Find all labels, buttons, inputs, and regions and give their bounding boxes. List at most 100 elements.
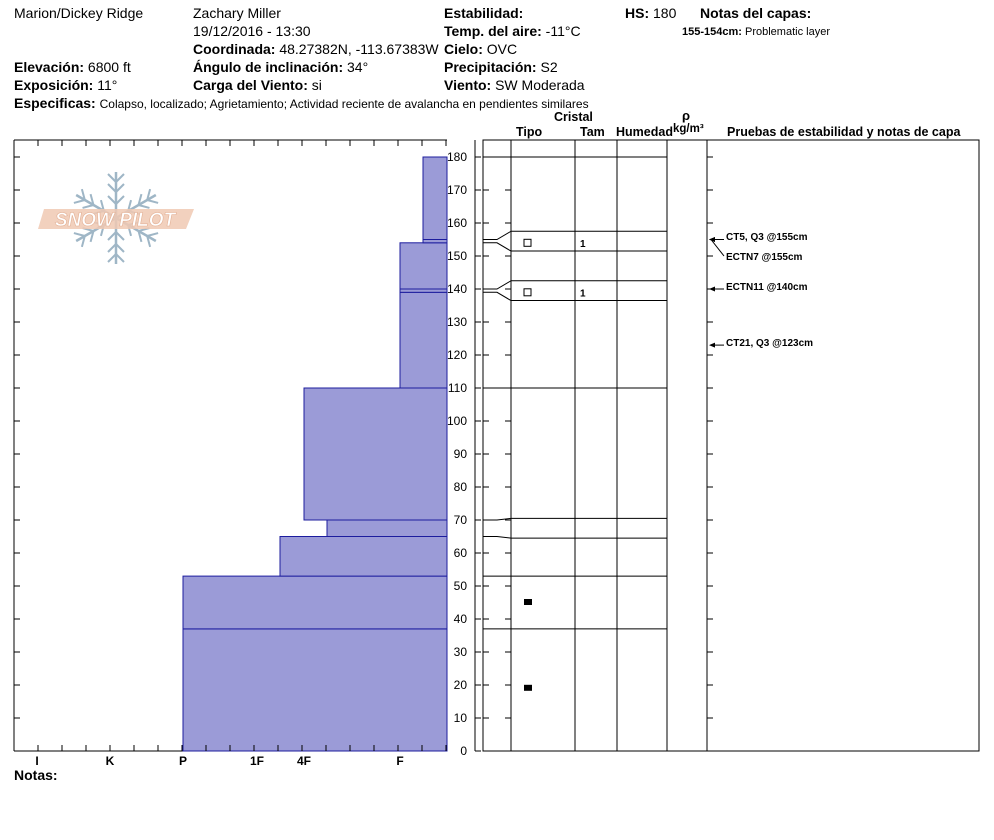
hardness-bar [303,387,448,521]
snowflake-branch [115,231,125,241]
coordinates-row: Coordinada: 48.27382N, -113.67383W [193,41,439,57]
depth-axis-label: 50 [454,579,468,593]
snowflake-branch [107,183,117,193]
wind-load-label: Carga del Viento: [193,77,308,93]
snowflake-branch [146,235,152,248]
snowflake-branch [146,188,152,201]
stability-test-label: CT5, Q3 @155cm [726,232,808,243]
hardness-bar [279,536,448,577]
precipitation-value: S2 [540,59,558,75]
hardness-scale-label: 4F [297,754,311,768]
hardness-scale-label: K [106,754,115,768]
wind-row: Viento: SW Moderada [444,77,585,93]
depth-axis-label: 130 [447,315,467,329]
wind-label: Viento: [444,77,492,93]
moisture-header: Humedad [616,125,673,139]
stability-test-label: ECTN7 @155cm [726,252,803,263]
grain-filled-square [524,684,532,691]
hardness-bar [326,519,448,537]
stability-test-label: CT21, Q3 @123cm [726,338,813,349]
sky-label: Cielo: [444,41,483,57]
grain-open-square [523,288,532,297]
snowflake-branch [89,230,95,243]
wind-load-value: si [311,77,322,93]
snowflake-branch [80,235,86,248]
depth-axis-label: 120 [447,348,467,362]
depth-axis-label: 180 [447,150,467,164]
snow-height-label: HS: [625,5,650,21]
hardness-bar [182,628,448,752]
snowflake-branch [80,188,86,201]
depth-axis-label: 70 [454,513,468,527]
snow-height-value: 180 [653,5,677,21]
density-symbol-header: ρ [682,108,691,123]
snowflake-branch [73,232,86,237]
grain-size-label: 1 [580,288,586,299]
grain-size-label: 1 [580,239,586,250]
snowflake-branch [138,204,150,209]
exposure-row: Exposición: 11° [14,77,117,93]
logo-banner [38,209,194,229]
depth-axis-label: 100 [447,414,467,428]
snowflake-branch [115,243,125,253]
snowflake-branch [115,195,125,205]
precipitation-row: Precipitación: S2 [444,59,558,75]
hardness-bar [399,291,448,389]
snowflake-branch [115,173,125,183]
precipitation-label: Precipitación: [444,59,537,75]
depth-axis-label: 20 [454,678,468,692]
layer-note-range: 155-154cm: [682,26,742,38]
test-arrow-line [710,239,725,257]
type-header: Tipo [516,125,543,139]
elevation-label: Elevación: [14,59,85,75]
elevation-value: 6800 ft [87,59,131,75]
layer-connector [483,517,512,521]
crystal-header: Cristal [554,110,593,124]
slope-angle-value: 34° [347,59,369,75]
snowflake-branch [107,231,117,241]
size-header: Tam [580,125,605,139]
snowflake-branch [107,243,117,253]
specifics-label: Especificas: [14,95,96,111]
air-temp-row: Temp. del aire: -11°C [444,23,581,39]
depth-axis-label: 0 [460,744,467,758]
logo-text: SNOW PILOT [55,210,177,231]
snowflake-branch [137,193,143,206]
notes-label: Notas: [14,767,58,783]
hardness-bar [182,575,448,630]
depth-axis-label: 30 [454,645,468,659]
hardness-scale-label: I [35,754,38,768]
layer-notes-label: Notas del capas: [700,5,812,21]
snowflake-branch [137,230,143,243]
stability-label: Estabilidad: [444,5,524,21]
slope-angle-row: Ángulo de inclinación: 34° [193,59,368,75]
snowflake-branch [89,193,95,206]
stability-test-label: ECTN11 @140cm [726,282,808,293]
depth-axis-label: 170 [447,183,467,197]
hardness-scale-label: F [396,754,403,768]
depth-axis-label: 10 [454,711,468,725]
test-arrow-head [709,342,715,348]
wind-load-row: Carga del Viento: si [193,77,322,93]
layer-connector [483,242,512,252]
hardness-bar [399,242,448,290]
observer-text: Zachary Miller [193,5,281,21]
depth-axis-label: 40 [454,612,468,626]
sky-row: Cielo: OVC [444,41,518,57]
location-text: Marion/Dickey Ridge [14,5,144,21]
depth-axis-label: 110 [448,381,467,395]
density-unit-header: kg/m³ [673,123,704,135]
layer-connector [483,536,512,539]
tests-header: Pruebas de estabilidad y notas de capa [727,125,961,139]
snowflake-branch [115,253,125,263]
hardness-scale-label: P [179,754,187,768]
layer-connector [483,230,512,240]
snowflake-branch [146,199,159,204]
snow-height-row: HS: 180 [625,5,676,21]
layer-note-text: Problematic layer [745,26,830,38]
layer-connector [483,280,512,290]
depth-axis-label: 60 [454,546,468,560]
air-temp-label: Temp. del aire: [444,23,542,39]
hardness-bar [422,156,448,240]
